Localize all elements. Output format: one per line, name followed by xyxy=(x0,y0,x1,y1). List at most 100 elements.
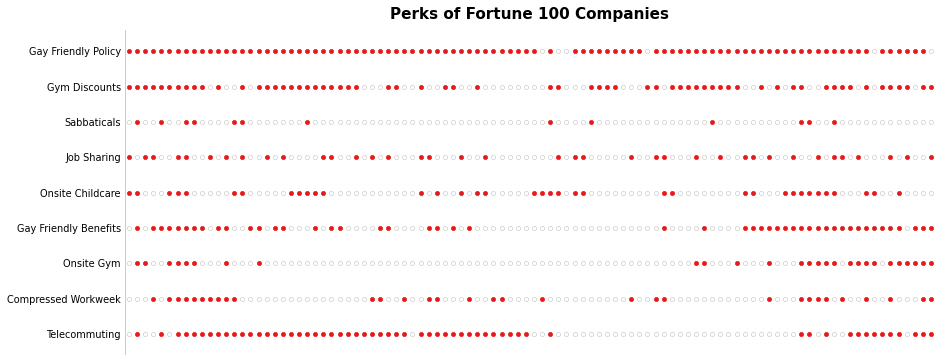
Point xyxy=(494,119,509,125)
Point xyxy=(608,119,623,125)
Point xyxy=(713,84,728,89)
Point xyxy=(437,296,452,302)
Point xyxy=(462,84,477,89)
Point xyxy=(146,331,161,337)
Point xyxy=(819,225,834,231)
Point xyxy=(851,84,866,89)
Point xyxy=(129,190,144,195)
Point xyxy=(243,331,258,337)
Point xyxy=(624,260,639,266)
Point xyxy=(413,225,428,231)
Point xyxy=(907,154,922,160)
Point xyxy=(437,119,452,125)
Point xyxy=(738,154,753,160)
Point xyxy=(802,154,817,160)
Point xyxy=(446,84,461,89)
Point xyxy=(356,225,371,231)
Point xyxy=(316,119,331,125)
Point xyxy=(689,49,704,54)
Point xyxy=(194,331,209,337)
Point xyxy=(810,49,825,54)
Point xyxy=(923,190,938,195)
Point xyxy=(770,190,785,195)
Point xyxy=(162,296,177,302)
Point xyxy=(187,49,202,54)
Point xyxy=(575,260,590,266)
Point xyxy=(478,225,493,231)
Point xyxy=(259,260,274,266)
Point xyxy=(502,331,517,337)
Point xyxy=(381,154,396,160)
Point xyxy=(673,190,688,195)
Point xyxy=(551,260,566,266)
Point xyxy=(389,119,404,125)
Point xyxy=(284,225,299,231)
Point xyxy=(187,119,202,125)
Point xyxy=(356,49,371,54)
Point xyxy=(284,190,299,195)
Point xyxy=(883,331,898,337)
Point xyxy=(356,190,371,195)
Point xyxy=(599,84,614,89)
Point xyxy=(227,225,242,231)
Point xyxy=(518,296,533,302)
Point xyxy=(381,190,396,195)
Point xyxy=(842,84,857,89)
Point xyxy=(259,154,274,160)
Point xyxy=(268,84,283,89)
Point xyxy=(372,84,387,89)
Point xyxy=(705,260,720,266)
Point xyxy=(729,154,744,160)
Point xyxy=(875,260,890,266)
Point xyxy=(729,190,744,195)
Point xyxy=(349,84,364,89)
Point xyxy=(729,84,744,89)
Point xyxy=(842,190,857,195)
Point xyxy=(397,154,412,160)
Point xyxy=(543,296,558,302)
Point xyxy=(567,119,582,125)
Point xyxy=(923,331,938,337)
Point xyxy=(291,119,306,125)
Point xyxy=(567,190,582,195)
Point xyxy=(551,331,566,337)
Point xyxy=(478,296,493,302)
Point xyxy=(511,331,526,337)
Point xyxy=(372,296,387,302)
Point xyxy=(754,225,769,231)
Point xyxy=(437,260,452,266)
Point xyxy=(673,296,688,302)
Point xyxy=(713,154,728,160)
Point xyxy=(770,84,785,89)
Point xyxy=(575,84,590,89)
Point xyxy=(308,154,323,160)
Point xyxy=(413,119,428,125)
Point xyxy=(219,84,234,89)
Point xyxy=(624,225,639,231)
Point xyxy=(291,84,306,89)
Point xyxy=(284,260,299,266)
Point xyxy=(486,49,501,54)
Point xyxy=(494,225,509,231)
Point xyxy=(632,154,647,160)
Point xyxy=(259,225,274,231)
Point xyxy=(624,119,639,125)
Point xyxy=(284,84,299,89)
Point xyxy=(819,154,834,160)
Point xyxy=(494,296,509,302)
Point xyxy=(430,49,445,54)
Point xyxy=(219,296,234,302)
Point xyxy=(194,49,209,54)
Point xyxy=(721,296,736,302)
Point xyxy=(891,260,906,266)
Point xyxy=(826,154,841,160)
Point xyxy=(583,331,598,337)
Point xyxy=(470,119,485,125)
Point xyxy=(308,225,323,231)
Point xyxy=(738,84,753,89)
Point xyxy=(923,84,938,89)
Point xyxy=(583,119,598,125)
Point xyxy=(502,190,517,195)
Point xyxy=(835,331,850,337)
Point xyxy=(300,49,315,54)
